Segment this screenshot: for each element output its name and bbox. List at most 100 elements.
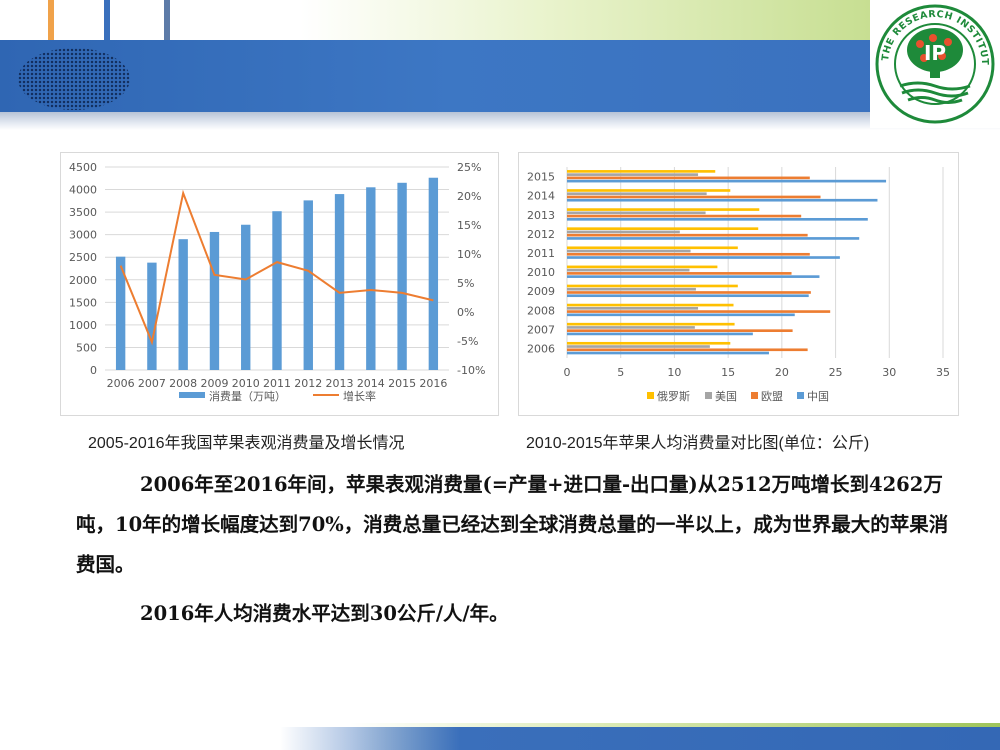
y-tick-label: 4000: [69, 184, 97, 197]
y2-tick-label: 5%: [457, 277, 474, 290]
y-tick-label: 2013: [527, 209, 555, 222]
bar-consumption: [209, 231, 220, 370]
y2-tick-label: 25%: [457, 161, 481, 174]
bar-consumption: [366, 187, 376, 370]
header-blue-band: [0, 40, 1000, 112]
x-tick-label: 5: [617, 366, 624, 379]
x-tick-label: 2014: [357, 377, 385, 390]
bar-美国: [567, 307, 699, 310]
x-tick-label: 35: [936, 366, 950, 379]
legend-label-growth: 增长率: [343, 389, 376, 403]
bar-俄罗斯: [567, 170, 716, 173]
x-tick-label: 25: [829, 366, 843, 379]
x-tick-label: 2012: [294, 377, 322, 390]
bar-欧盟: [567, 348, 808, 352]
y-tick-label: 2011: [527, 247, 555, 260]
bar-俄罗斯: [567, 208, 760, 211]
legend-label: 欧盟: [761, 390, 783, 403]
bar-consumption: [303, 200, 313, 370]
x-tick-label: 30: [882, 366, 896, 379]
bar-中国: [567, 275, 820, 278]
y2-tick-label: 15%: [457, 219, 481, 232]
header-stripe-blue: [104, 0, 110, 40]
bar-美国: [567, 345, 710, 348]
legend-swatch: [797, 392, 804, 399]
bar-欧盟: [567, 329, 793, 332]
y-tick-label: 2500: [69, 251, 97, 264]
bar-美国: [567, 192, 707, 196]
bar-欧盟: [567, 272, 792, 275]
y2-tick-label: -5%: [457, 335, 478, 348]
bar-欧盟: [567, 195, 821, 199]
y2-tick-label: 0%: [457, 306, 474, 319]
header-stripe-orange: [48, 0, 54, 40]
x-tick-label: 2013: [326, 377, 354, 390]
y-tick-label: 500: [76, 341, 97, 354]
bar-俄罗斯: [567, 265, 718, 269]
y-tick-label: 3500: [69, 206, 97, 219]
bar-美国: [567, 211, 706, 215]
y-tick-label: 0: [90, 364, 97, 377]
y-tick-label: 1500: [69, 296, 97, 309]
bar-俄罗斯: [567, 227, 759, 231]
x-tick-label: 15: [721, 366, 735, 379]
bar-俄罗斯: [567, 189, 731, 192]
bar-欧盟: [567, 252, 810, 256]
bar-consumption: [178, 239, 188, 370]
x-tick-label: 2008: [169, 377, 197, 390]
bar-consumption: [428, 177, 439, 370]
left-chart-caption: 2005-2016年我国苹果表观消费量及增长情况: [88, 435, 405, 452]
y2-tick-label: -10%: [457, 364, 485, 377]
bar-中国: [567, 198, 878, 202]
bar-consumption: [147, 262, 157, 370]
x-tick-label: 2010: [232, 377, 260, 390]
x-tick-label: 0: [564, 366, 571, 379]
bar-美国: [567, 326, 695, 329]
bar-欧盟: [567, 233, 808, 237]
y-tick-label: 2012: [527, 228, 555, 241]
bar-中国: [567, 237, 860, 240]
x-tick-label: 10: [667, 366, 681, 379]
y-tick-label: 2009: [527, 285, 555, 298]
bar-中国: [567, 217, 868, 221]
consumption-growth-chart: 0 500 1000 1500 2000 2500 3000 3500 4000 4500 -10%…: [69, 161, 485, 403]
x-tick-label: 20: [775, 366, 789, 379]
bar-俄罗斯: [567, 246, 738, 250]
header-shadow: [0, 112, 1000, 130]
bar-consumption: [397, 182, 407, 370]
y-tick-label: 3000: [69, 229, 97, 242]
bar-欧盟: [567, 291, 811, 294]
body-paragraph-consumption: 2006年至2016年间，苹果表观消费量(=产量+进口量-出口量)从2512万吨…: [76, 473, 949, 576]
bar-consumption: [241, 224, 251, 370]
bar-中国: [567, 256, 840, 259]
right-chart-caption: 2010-2015年苹果人均消费量对比图(单位：公斤): [526, 435, 870, 452]
growth-rate-line: [119, 189, 434, 346]
y-tick-label: 2015: [527, 171, 555, 184]
bar-consumption: [272, 211, 282, 370]
bar-美国: [567, 230, 680, 234]
x-tick-label: 2009: [200, 377, 228, 390]
bar-consumption: [115, 256, 126, 370]
bar-美国: [567, 287, 696, 291]
x-tick-label: 2007: [138, 377, 166, 390]
y-tick-label: 2007: [527, 323, 555, 336]
bar-中国: [567, 351, 769, 355]
legend-swatch: [705, 392, 712, 399]
header-green-band: [0, 0, 1000, 40]
bar-欧盟: [567, 176, 810, 180]
header-stripe-gray: [164, 0, 170, 40]
y-tick-label: 2006: [527, 342, 555, 355]
bar-中国: [567, 179, 887, 183]
bar-美国: [567, 249, 691, 253]
y-tick-label: 2000: [69, 274, 97, 287]
bar-美国: [567, 268, 690, 272]
y-tick-label: 1000: [69, 319, 97, 332]
per-capita-comparison-chart: 0 5 10 15 20 25 30 35 2006 2007 2008 2009 2010 2011 20…: [527, 167, 950, 403]
institute-logo: THE RESEARCH INSTITUTE OF POMOLOGY CAAS …: [865, 0, 1000, 128]
y-tick-label: 2008: [527, 304, 555, 317]
bar-美国: [567, 173, 699, 176]
y2-tick-label: 10%: [457, 248, 481, 261]
logo-monogram: IP: [924, 41, 946, 65]
y-tick-label: 2010: [527, 266, 555, 279]
x-tick-label: 2011: [263, 377, 291, 390]
